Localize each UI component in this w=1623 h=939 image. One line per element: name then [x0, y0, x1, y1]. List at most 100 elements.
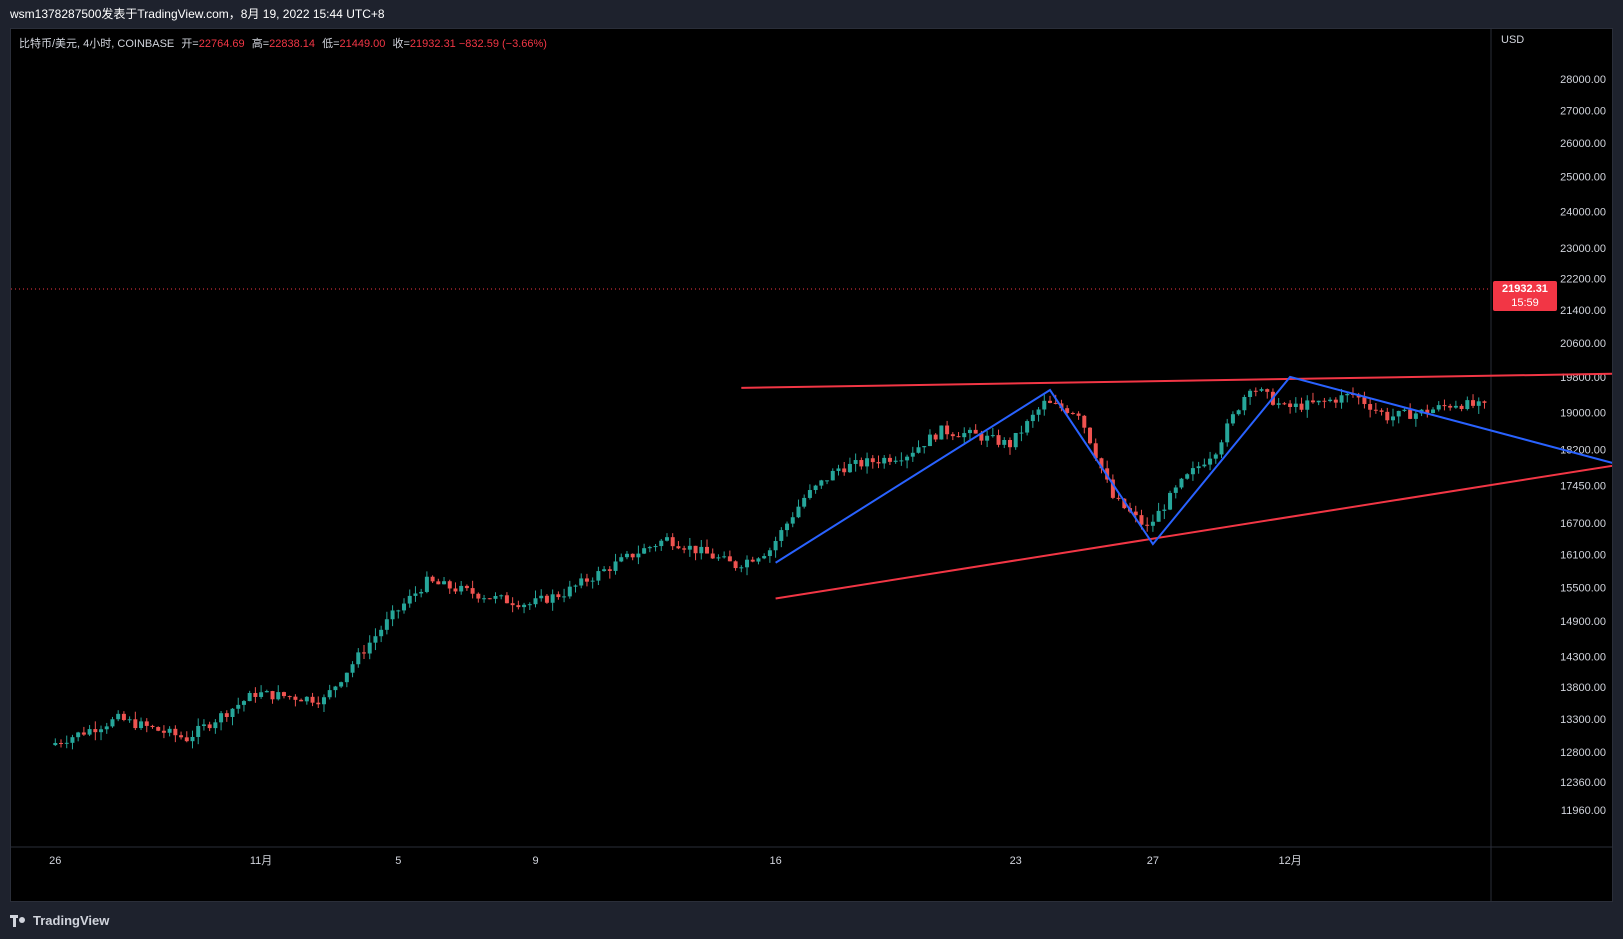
candle-body — [1202, 464, 1207, 467]
candle-body — [321, 697, 326, 705]
resistance-trendline[interactable] — [741, 364, 1613, 389]
candle-body — [802, 497, 807, 507]
candlestick-chart[interactable]: USD 28000.00 27000.00 26000.00 25000.00 24000… — [11, 29, 1613, 902]
candle-body — [870, 458, 875, 463]
candle-body — [293, 696, 298, 700]
candle-body — [550, 594, 555, 603]
time-tick-label: 5 — [395, 855, 401, 867]
candle-body — [104, 726, 109, 730]
candle-body — [447, 581, 452, 589]
price-tick-label: 23000.00 — [1560, 243, 1606, 255]
candle-body — [750, 559, 755, 562]
candle-body — [836, 468, 841, 471]
price-tick-label: 21400.00 — [1560, 305, 1606, 317]
candle-body — [339, 682, 344, 687]
candle-body — [533, 598, 538, 605]
candle-body — [1030, 414, 1035, 422]
tradingview-logo-icon — [10, 914, 28, 927]
candle-body — [207, 724, 212, 729]
candle-body — [333, 686, 338, 691]
candle-body — [785, 523, 790, 531]
candle-body — [716, 557, 721, 559]
candle-body — [127, 719, 132, 721]
candle-body — [419, 591, 424, 594]
price-tick-label: 24000.00 — [1560, 207, 1606, 219]
candle-body — [922, 446, 927, 448]
candle-body — [1099, 458, 1104, 469]
candle-body — [756, 558, 761, 562]
candle-body — [1110, 479, 1115, 498]
candle-body — [247, 692, 252, 702]
candle-body — [830, 470, 835, 481]
price-tick-label: 16100.00 — [1560, 550, 1606, 562]
candle-body — [1019, 432, 1024, 434]
candle-body — [1339, 395, 1344, 403]
candle-body — [316, 702, 321, 705]
candle-body — [727, 556, 732, 562]
price-tick-label: 22200.00 — [1560, 274, 1606, 286]
candle-body — [807, 490, 812, 498]
candle-body — [1248, 390, 1253, 397]
candle-body — [1070, 412, 1075, 414]
support-trendline[interactable] — [775, 370, 1613, 600]
candle-body — [1453, 405, 1458, 408]
candle-body — [1305, 400, 1310, 410]
candle-body — [1476, 401, 1481, 406]
price-tick-label: 27000.00 — [1560, 105, 1606, 117]
candle-body — [453, 588, 458, 592]
candle-body — [979, 433, 984, 441]
candle-body — [1385, 411, 1390, 421]
candle-body — [356, 652, 361, 665]
candle-body — [150, 725, 155, 728]
candle-body — [384, 619, 389, 630]
candle-body — [544, 595, 549, 603]
candle-body — [413, 593, 418, 596]
time-tick-label: 16 — [769, 855, 781, 867]
time-tick-label: 9 — [532, 855, 538, 867]
candle-body — [327, 690, 332, 698]
candle-body — [516, 605, 521, 608]
candle-body — [259, 692, 264, 697]
candle-body — [442, 581, 447, 585]
high-label: 高= — [251, 38, 270, 50]
candle-body — [173, 728, 178, 736]
pattern-path[interactable] — [775, 222, 1613, 564]
price-tick-label: 12800.00 — [1560, 747, 1606, 759]
candle-body — [299, 699, 304, 702]
tradingview-logo[interactable]: TradingView — [10, 913, 109, 928]
price-tick-label: 15500.00 — [1560, 582, 1606, 594]
candle-body — [224, 713, 229, 717]
price-tick-label: 20600.00 — [1560, 338, 1606, 350]
candle-body — [367, 642, 372, 654]
candle-body — [1265, 389, 1270, 392]
candle-body — [893, 460, 898, 462]
candle-body — [1190, 468, 1195, 475]
candle-body — [1150, 521, 1155, 526]
symbol-label[interactable]: 比特币/美元, 4小时, COINBASE — [19, 38, 175, 50]
candle-body — [87, 729, 92, 735]
candle-body — [179, 735, 184, 738]
candle-body — [241, 701, 246, 705]
candle-body — [1133, 511, 1138, 516]
candle-body — [287, 696, 292, 698]
candle-body — [270, 691, 275, 700]
candle-body — [476, 593, 481, 599]
chart-pane[interactable]: USD 28000.00 27000.00 26000.00 25000.00 24000… — [10, 28, 1613, 902]
candle-body — [1156, 510, 1161, 522]
candle-body — [430, 576, 435, 582]
candle-body — [1185, 474, 1190, 479]
candle-body — [219, 713, 224, 723]
candle-body — [990, 435, 995, 437]
candle-body — [196, 725, 201, 737]
price-tick-label: 25000.00 — [1560, 172, 1606, 184]
time-tick-label: 11月 — [250, 855, 272, 867]
candle-body — [1122, 498, 1127, 509]
candle-body — [156, 727, 161, 731]
candle-body — [813, 485, 818, 491]
candle-body — [1162, 509, 1167, 511]
candle-body — [499, 595, 504, 597]
candle-body — [504, 595, 509, 604]
candle-body — [556, 594, 561, 598]
candle-body — [281, 692, 286, 697]
open-value: 22764.69 — [198, 38, 245, 50]
